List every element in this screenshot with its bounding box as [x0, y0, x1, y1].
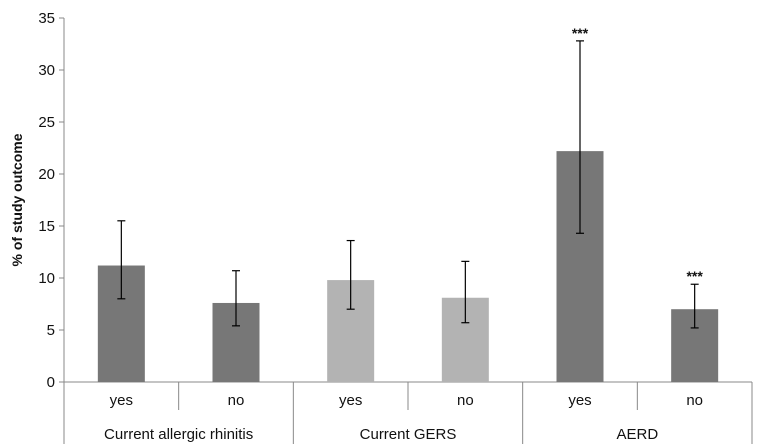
- y-tick-label: 5: [47, 322, 55, 339]
- significance-marker: ***: [572, 25, 589, 41]
- y-tick-label: 30: [38, 62, 55, 79]
- y-tick-label: 25: [38, 114, 55, 131]
- axes: 0 5 10 15 20 25 30 35: [38, 10, 753, 444]
- y-tick-label: 10: [38, 270, 55, 287]
- group-label: AERD: [616, 426, 658, 443]
- category-label: yes: [339, 392, 362, 409]
- group-label: Current GERS: [360, 426, 457, 443]
- group-label: Current allergic rhinitis: [104, 426, 253, 443]
- y-tick-label: 35: [38, 10, 55, 27]
- category-labels: yes no yes no yes no Current allergic rhinitis…: [104, 392, 703, 443]
- category-label: yes: [568, 392, 591, 409]
- category-label: no: [686, 392, 703, 409]
- bars: *** ***: [97, 25, 719, 382]
- y-tick-label: 0: [47, 374, 55, 391]
- category-label: no: [228, 392, 245, 409]
- significance-marker: ***: [686, 268, 703, 284]
- y-axis-label: % of study outcome: [9, 133, 25, 266]
- category-label: yes: [110, 392, 133, 409]
- category-label: no: [457, 392, 474, 409]
- y-tick-label: 15: [38, 218, 55, 235]
- y-tick-label: 20: [38, 166, 55, 183]
